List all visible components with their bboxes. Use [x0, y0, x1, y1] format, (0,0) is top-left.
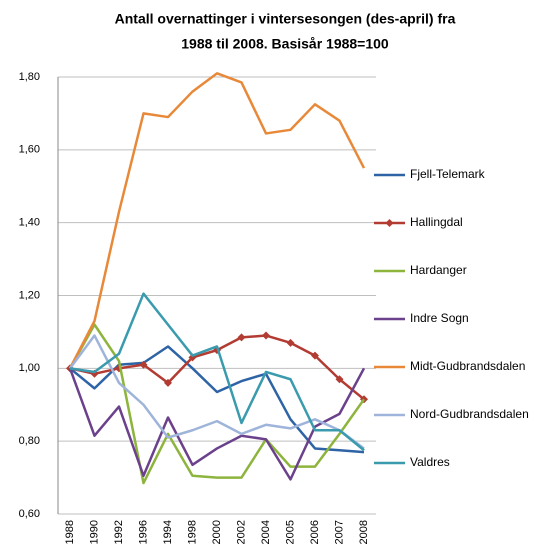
point-marker [286, 338, 295, 347]
x-tick-label: 1990 [88, 520, 100, 544]
series-line [69, 334, 365, 401]
point-marker [311, 351, 319, 360]
y-tick-label: 0,80 [19, 435, 40, 447]
series-line [68, 72, 366, 369]
x-tick-label: 2007 [333, 520, 345, 544]
y-tick-label: 1,20 [19, 289, 40, 301]
series-line [69, 292, 365, 452]
point-marker [139, 360, 148, 369]
y-tick-label: 0,60 [19, 508, 40, 520]
x-tick-label: 1988 [64, 520, 76, 544]
point-marker [237, 333, 246, 342]
x-tick-label: 2004 [260, 520, 272, 544]
series-line [68, 323, 366, 485]
legend-marker [385, 219, 394, 227]
legend-label: Midt-Gudbrandsdalen [410, 359, 525, 373]
y-tick-label: 1,40 [19, 217, 40, 229]
x-tick-label: 2005 [284, 520, 296, 544]
x-tick-label: 2008 [358, 520, 370, 544]
series-line [68, 334, 365, 450]
series-line [68, 367, 366, 481]
point-marker [262, 331, 270, 340]
legend-label: Indre Sogn [410, 311, 469, 325]
x-tick-label: 1998 [186, 520, 198, 544]
x-tick-label: 2006 [309, 520, 321, 544]
x-tick-label: 1994 [162, 520, 174, 544]
x-tick-label: 1992 [113, 520, 125, 544]
y-tick-label: 1,80 [19, 71, 40, 83]
chart-title: 1988 til 2008. Basisår 1988=100 [181, 36, 389, 52]
legend-label: Hallingdal [410, 215, 463, 229]
chart-title: Antall overnattinger i vintersesongen (d… [115, 11, 456, 27]
point-marker [164, 378, 172, 387]
x-tick-label: 1996 [137, 520, 149, 544]
legend-label: Nord-Gudbrandsdalen [410, 407, 529, 421]
legend-label: Fjell-Telemark [410, 167, 486, 181]
point-marker [335, 375, 344, 384]
legend-label: Hardanger [410, 263, 467, 277]
x-tick-label: 2000 [211, 520, 223, 544]
x-tick-label: 2002 [235, 520, 247, 544]
legend-label: Valdres [410, 455, 450, 469]
series-line [69, 345, 365, 454]
y-tick-label: 1,00 [19, 362, 40, 374]
y-tick-label: 1,60 [19, 144, 40, 156]
